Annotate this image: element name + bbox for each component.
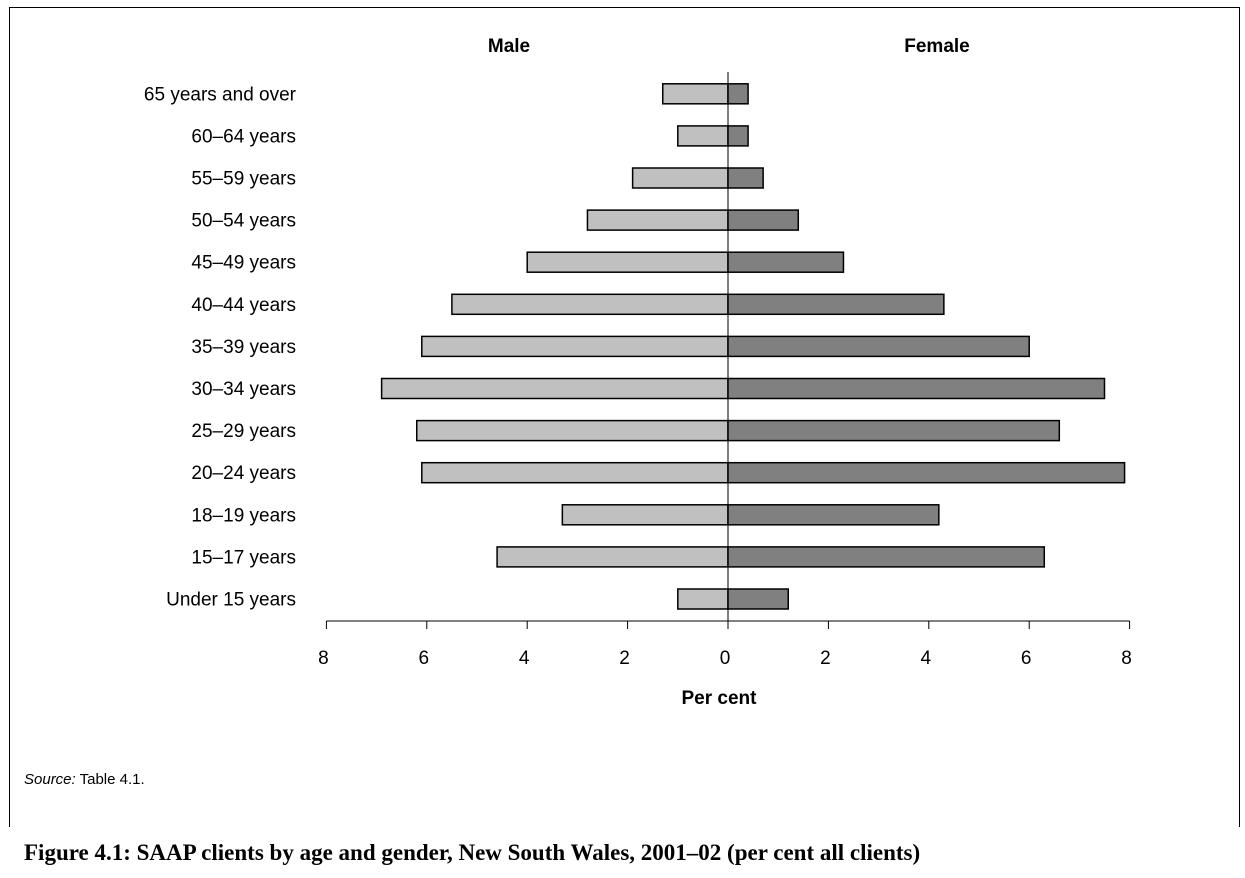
bar-female bbox=[727, 546, 1046, 568]
bar-female bbox=[727, 209, 800, 231]
bar-female bbox=[727, 83, 749, 105]
source-label: Source: bbox=[24, 771, 76, 788]
bar-male bbox=[416, 419, 729, 442]
x-tick-label: 2 bbox=[820, 648, 831, 669]
x-tick-label: 8 bbox=[1121, 648, 1132, 669]
bar-female bbox=[727, 251, 845, 273]
bar-female bbox=[727, 167, 764, 189]
category-label: 45–49 years bbox=[191, 253, 296, 274]
x-tick-label: 4 bbox=[519, 648, 530, 669]
category-label: 65 years and over bbox=[144, 84, 297, 105]
bar-female bbox=[727, 293, 945, 316]
bar-female bbox=[727, 125, 749, 147]
bar-female bbox=[727, 377, 1106, 400]
bar-female bbox=[727, 588, 789, 610]
bar-male bbox=[677, 125, 729, 147]
chart-frame bbox=[9, 7, 1240, 827]
bar-female bbox=[727, 461, 1126, 484]
figure-caption: Figure 4.1: SAAP clients by age and gend… bbox=[24, 840, 921, 865]
bar-male bbox=[661, 83, 729, 105]
bar-male bbox=[561, 504, 729, 526]
category-label: 40–44 years bbox=[191, 295, 296, 316]
x-axis-title: Per cent bbox=[682, 688, 758, 709]
bar-male bbox=[421, 335, 729, 358]
bar-male bbox=[421, 461, 729, 484]
bar-male bbox=[586, 209, 729, 231]
category-label: 35–39 years bbox=[191, 337, 296, 358]
x-tick-label: 6 bbox=[1021, 648, 1032, 669]
bar-male bbox=[380, 377, 729, 400]
x-tick-label: 8 bbox=[318, 648, 329, 669]
category-label: 55–59 years bbox=[191, 169, 296, 190]
category-label: Under 15 years bbox=[166, 590, 296, 611]
x-tick-label: 6 bbox=[419, 648, 430, 669]
source-text: Table 4.1. bbox=[75, 771, 145, 788]
bar-male bbox=[451, 293, 729, 316]
series-label-female: Female bbox=[904, 36, 969, 57]
category-label: 25–29 years bbox=[191, 421, 296, 442]
bar-female bbox=[727, 419, 1061, 442]
category-label: 60–64 years bbox=[191, 126, 296, 147]
series-label-male: Male bbox=[488, 36, 530, 57]
bar-male bbox=[496, 546, 729, 568]
x-tick-label: 4 bbox=[921, 648, 932, 669]
x-tick-label: 0 bbox=[720, 648, 731, 669]
bar-male bbox=[677, 588, 729, 610]
category-label: 50–54 years bbox=[191, 211, 296, 232]
category-label: 30–34 years bbox=[191, 379, 296, 400]
bar-male bbox=[631, 167, 729, 189]
category-label: 15–17 years bbox=[191, 547, 296, 568]
bar-female bbox=[727, 335, 1030, 358]
x-tick-label: 2 bbox=[619, 648, 630, 669]
source-note: Source: Table 4.1. bbox=[24, 771, 145, 788]
bar-female bbox=[727, 504, 940, 526]
category-label: 20–24 years bbox=[191, 463, 296, 484]
category-label: 18–19 years bbox=[191, 505, 296, 526]
bar-male bbox=[526, 251, 729, 273]
